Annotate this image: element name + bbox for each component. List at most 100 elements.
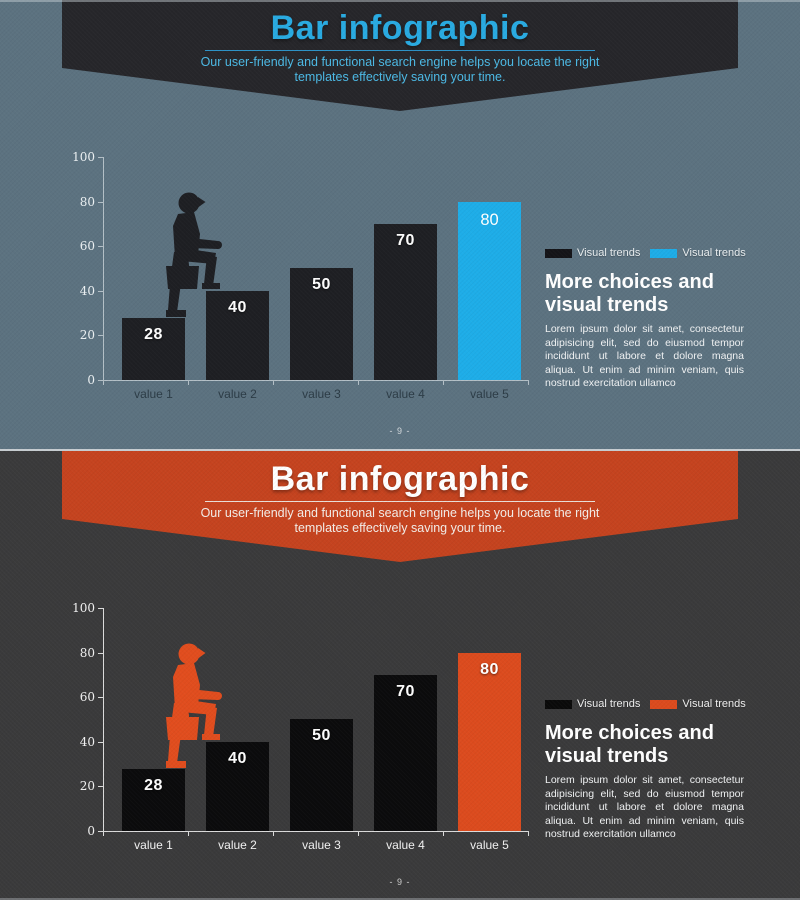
- chart-legend: Visual trends Visual trends: [545, 698, 756, 710]
- bar-value-2: 40: [206, 742, 269, 831]
- bottom-edge-line: [0, 898, 800, 900]
- x-category-label: value 1: [134, 838, 173, 852]
- x-category-label: value 4: [386, 387, 425, 401]
- bar-value-1: 28: [122, 318, 185, 380]
- y-tick-mark: [98, 786, 103, 788]
- x-axis-line: [102, 380, 529, 381]
- legend-swatch: [545, 248, 572, 258]
- title-divider: [205, 501, 595, 502]
- x-category-label: value 4: [386, 838, 425, 852]
- bar-chart: 0 20 40 60 80 100 28 value 1 40 value 2 50 value 3 7…: [72, 601, 529, 852]
- legend-swatch: [650, 699, 678, 709]
- y-tick-mark: [98, 201, 103, 203]
- y-tick-label: 100: [72, 150, 95, 164]
- top-edge-line: [0, 0, 800, 2]
- slide-subtitle: Our user-friendly and functional search …: [62, 55, 738, 85]
- x-axis-line: [102, 831, 529, 832]
- chart-legend: Visual trends Visual trends: [545, 247, 756, 259]
- page-number: - 9 -: [389, 877, 411, 887]
- legend-item: Visual trends: [650, 698, 746, 710]
- x-category-label: value 5: [470, 838, 509, 852]
- legend-label: Visual trends: [577, 247, 641, 259]
- x-tick-mark: [103, 381, 104, 385]
- slide-title: Bar infographic: [270, 460, 530, 498]
- bar-value-label: 50: [312, 727, 331, 744]
- legend-label: Visual trends: [682, 698, 746, 710]
- bar-value-label: 28: [144, 777, 163, 794]
- y-tick-mark: [98, 335, 103, 337]
- bar-value-4: 70: [374, 224, 437, 380]
- slide-blue-theme: Bar infographic Our user-friendly and fu…: [0, 0, 800, 449]
- title-divider: [205, 50, 595, 51]
- subtitle-line-2: templates effectively saving your time.: [294, 70, 506, 84]
- bar-value-label: 80: [480, 661, 499, 678]
- y-tick-label: 80: [79, 194, 95, 209]
- y-tick-label: 20: [79, 779, 95, 794]
- bar-value-label: 50: [312, 276, 331, 293]
- y-tick-label: 40: [79, 283, 95, 298]
- bar-chart: 0 20 40 60 80 100 28 value 1 40 value 2 50 value 3 7…: [72, 150, 529, 401]
- heading-line-1: More choices and: [545, 271, 714, 293]
- bar-value-5: 80: [458, 202, 521, 380]
- heading-line-1: More choices and: [545, 722, 714, 744]
- content-body: Lorem ipsum dolor sit amet, consectetur …: [545, 323, 744, 389]
- y-tick-mark: [98, 608, 103, 609]
- heading-line-2: visual trends: [545, 745, 669, 767]
- x-tick-mark: [273, 832, 274, 836]
- bar-value-label: 40: [228, 750, 247, 767]
- bar-value-label: 70: [396, 683, 415, 700]
- y-tick-mark: [98, 157, 103, 158]
- x-tick-mark: [188, 832, 189, 836]
- y-axis-line: [103, 608, 104, 832]
- y-axis-line: [103, 157, 104, 381]
- slide-subtitle: Our user-friendly and functional search …: [62, 506, 738, 536]
- bar-value-2: 40: [206, 291, 269, 380]
- y-tick-label: 20: [79, 328, 95, 343]
- slide-banner: Bar infographic Our user-friendly and fu…: [62, 451, 738, 562]
- x-category-label: value 2: [218, 838, 257, 852]
- bar-value-label: 80: [480, 211, 499, 229]
- bar-value-1: 28: [122, 769, 185, 831]
- bar-value-4: 70: [374, 675, 437, 831]
- y-tick-mark: [98, 831, 103, 832]
- content-body: Lorem ipsum dolor sit amet, consectetur …: [545, 774, 744, 840]
- businessman-silhouette-icon: [166, 643, 222, 768]
- legend-item: Visual trends: [650, 247, 746, 259]
- y-tick-label: 40: [79, 734, 95, 749]
- y-tick-label: 60: [79, 239, 95, 254]
- legend-swatch: [545, 699, 572, 709]
- y-tick-label: 80: [79, 645, 95, 660]
- subtitle-line-1: Our user-friendly and functional search …: [200, 506, 600, 520]
- bar-value-label: 70: [396, 232, 415, 249]
- heading-line-2: visual trends: [545, 294, 669, 316]
- x-category-label: value 1: [134, 387, 173, 401]
- y-tick-mark: [98, 290, 103, 292]
- y-tick-label: 0: [87, 373, 95, 387]
- x-tick-mark: [443, 832, 444, 836]
- content-heading: More choices and visual trends: [545, 722, 714, 768]
- y-tick-mark: [98, 697, 103, 699]
- slide-banner: Bar infographic Our user-friendly and fu…: [62, 0, 738, 111]
- legend-item: Visual trends: [545, 247, 640, 259]
- bar-value-label: 28: [144, 326, 163, 343]
- x-tick-mark: [273, 381, 274, 385]
- subtitle-line-1: Our user-friendly and functional search …: [200, 55, 600, 69]
- slide-orange-theme: Bar infographic Our user-friendly and fu…: [0, 451, 800, 900]
- x-tick-mark: [103, 832, 104, 836]
- x-tick-mark: [358, 381, 359, 385]
- y-tick-label: 100: [72, 601, 95, 615]
- x-category-label: value 3: [302, 387, 341, 401]
- bar-value-5: 80: [458, 653, 521, 831]
- bar-value-3: 50: [290, 719, 353, 831]
- y-tick-label: 0: [87, 824, 95, 838]
- page-number: - 9 -: [389, 426, 411, 436]
- x-category-label: value 3: [302, 838, 341, 852]
- y-tick-mark: [98, 380, 103, 381]
- x-tick-mark: [528, 381, 529, 385]
- y-tick-mark: [98, 246, 103, 248]
- x-tick-mark: [528, 832, 529, 836]
- x-category-label: value 2: [218, 387, 257, 401]
- slide-divider-line: [0, 449, 800, 451]
- content-heading: More choices and visual trends: [545, 271, 714, 317]
- subtitle-line-2: templates effectively saving your time.: [294, 521, 506, 535]
